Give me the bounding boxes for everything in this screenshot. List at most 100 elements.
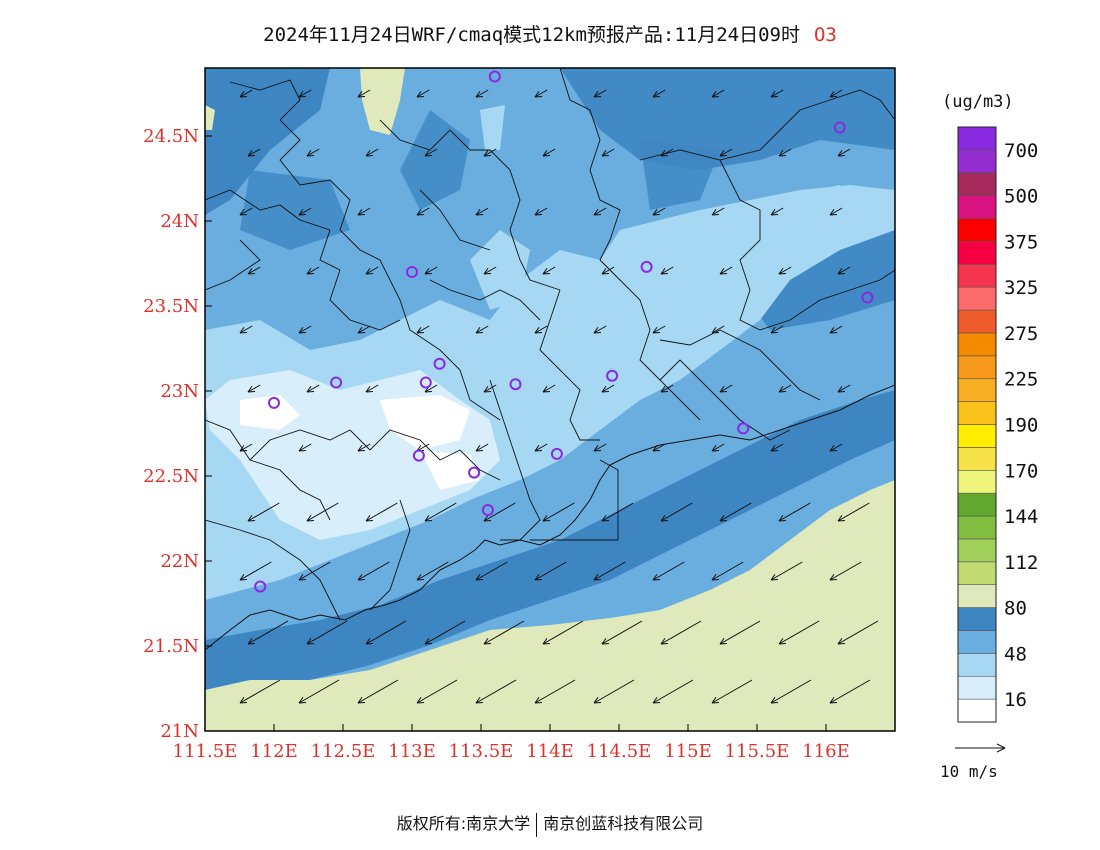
station-marker: [737, 422, 750, 435]
wind-arrow: [829, 679, 871, 704]
wind-arrow: [298, 89, 312, 98]
wind-reference-arrow: [955, 743, 1006, 753]
wind-arrow: [770, 443, 784, 452]
wind-arrow: [475, 89, 489, 98]
wind-arrow: [365, 266, 379, 275]
wind-arrow: [298, 325, 312, 334]
station-marker: [468, 466, 481, 479]
wind-arrow: [475, 443, 489, 452]
wind-arrow: [306, 148, 320, 157]
coastline: [205, 384, 895, 651]
company-label: 南京创蓝科技有限公司: [543, 814, 704, 833]
wind-arrow: [711, 561, 744, 581]
wind-arrow: [306, 620, 348, 645]
wind-arrow: [357, 679, 399, 704]
axis-ticks: 111.5E 112E 112.5E 113E 113.5E 114E 114.5E 115E…: [143, 126, 850, 762]
wind-arrow: [483, 266, 497, 275]
wind-arrow: [357, 443, 371, 452]
wind-arrow: [601, 620, 643, 645]
wind-arrow: [424, 620, 466, 645]
field-16-48-n: [470, 230, 530, 310]
wind-arrow: [770, 325, 784, 334]
footer: 版权所有:南京大学 南京创蓝科技有限公司: [0, 810, 1100, 837]
admin-borders: [205, 68, 895, 621]
wind-arrow: [483, 148, 497, 157]
wind-arrow: [652, 325, 666, 334]
wind-arrow: [416, 89, 430, 98]
wind-arrow: [483, 620, 525, 645]
y-tick-label: 22N: [160, 551, 199, 572]
wind-arrow: [298, 679, 340, 704]
field-80-112-sea: [205, 480, 895, 731]
station-marker: [419, 376, 432, 389]
y-tick-label: 22.5N: [143, 466, 199, 487]
field-dark-n: [400, 110, 470, 210]
wind-arrow: [239, 679, 281, 704]
wind-arrow: [365, 620, 407, 645]
station-marker: [488, 70, 501, 83]
station-marker: [833, 121, 846, 134]
colorbar-unit: (ug/m3): [942, 92, 1014, 112]
wind-arrow: [239, 89, 253, 98]
wind-arrow: [534, 679, 576, 704]
wind-arrow: [534, 207, 548, 216]
wind-arrow: [660, 384, 674, 393]
wind-arrow: [357, 561, 390, 581]
wind-arrow: [416, 679, 458, 704]
wind-arrow: [837, 620, 879, 645]
wind-arrow: [306, 266, 320, 275]
station-marker: [412, 449, 425, 462]
monitoring-stations: [254, 70, 874, 593]
field-16-48-e: [740, 185, 850, 250]
wind-arrow: [711, 325, 725, 334]
wind-arrow: [837, 384, 851, 393]
wind-arrow: [601, 502, 634, 522]
wind-arrow: [247, 384, 261, 393]
wind-arrow: [475, 679, 517, 704]
y-tick-label: 23.5N: [143, 296, 199, 317]
wind-arrow: [593, 679, 635, 704]
wind-arrow: [719, 266, 733, 275]
wind-arrow: [711, 679, 753, 704]
y-tick-label: 21.5N: [143, 636, 199, 657]
wind-arrow: [770, 89, 784, 98]
station-marker: [550, 447, 563, 460]
wind-arrow: [711, 443, 725, 452]
wind-arrow: [593, 561, 626, 581]
wind-arrow: [837, 502, 870, 522]
wind-arrow: [837, 266, 851, 275]
wind-arrow: [711, 89, 725, 98]
wind-arrow: [660, 148, 674, 157]
x-tick-label: 113E: [388, 741, 436, 762]
station-marker: [606, 369, 619, 382]
wind-arrow: [778, 620, 820, 645]
wind-arrow: [247, 502, 280, 522]
wind-arrow: [601, 148, 615, 157]
wind-arrow: [357, 207, 371, 216]
field-80-112-n: [360, 68, 405, 135]
wind-arrow: [829, 207, 843, 216]
wind-arrow: [542, 620, 584, 645]
map-title: 2024年11月24日WRF/cmaq模式12km预报产品:11月24日09时 O…: [0, 20, 1100, 47]
wind-arrow: [652, 89, 666, 98]
wind-reference-label: 10 m/s: [940, 762, 998, 781]
wind-arrow: [829, 443, 843, 452]
station-marker: [330, 376, 343, 389]
wind-arrow: [239, 325, 253, 334]
wind-arrow: [365, 148, 379, 157]
wind-arrow: [593, 207, 607, 216]
station-marker: [254, 580, 267, 593]
wind-arrow: [719, 620, 761, 645]
wind-arrow: [829, 561, 862, 581]
wind-arrow: [534, 325, 548, 334]
wind-arrow: [416, 561, 449, 581]
field-lt16-c: [380, 395, 470, 450]
wind-arrow: [365, 502, 398, 522]
wind-arrow: [357, 89, 371, 98]
copyright-label: 版权所有:南京大学: [396, 814, 531, 833]
wind-arrow: [542, 502, 575, 522]
wind-arrow: [711, 207, 725, 216]
station-marker: [481, 504, 494, 516]
wind-arrow: [306, 502, 339, 522]
